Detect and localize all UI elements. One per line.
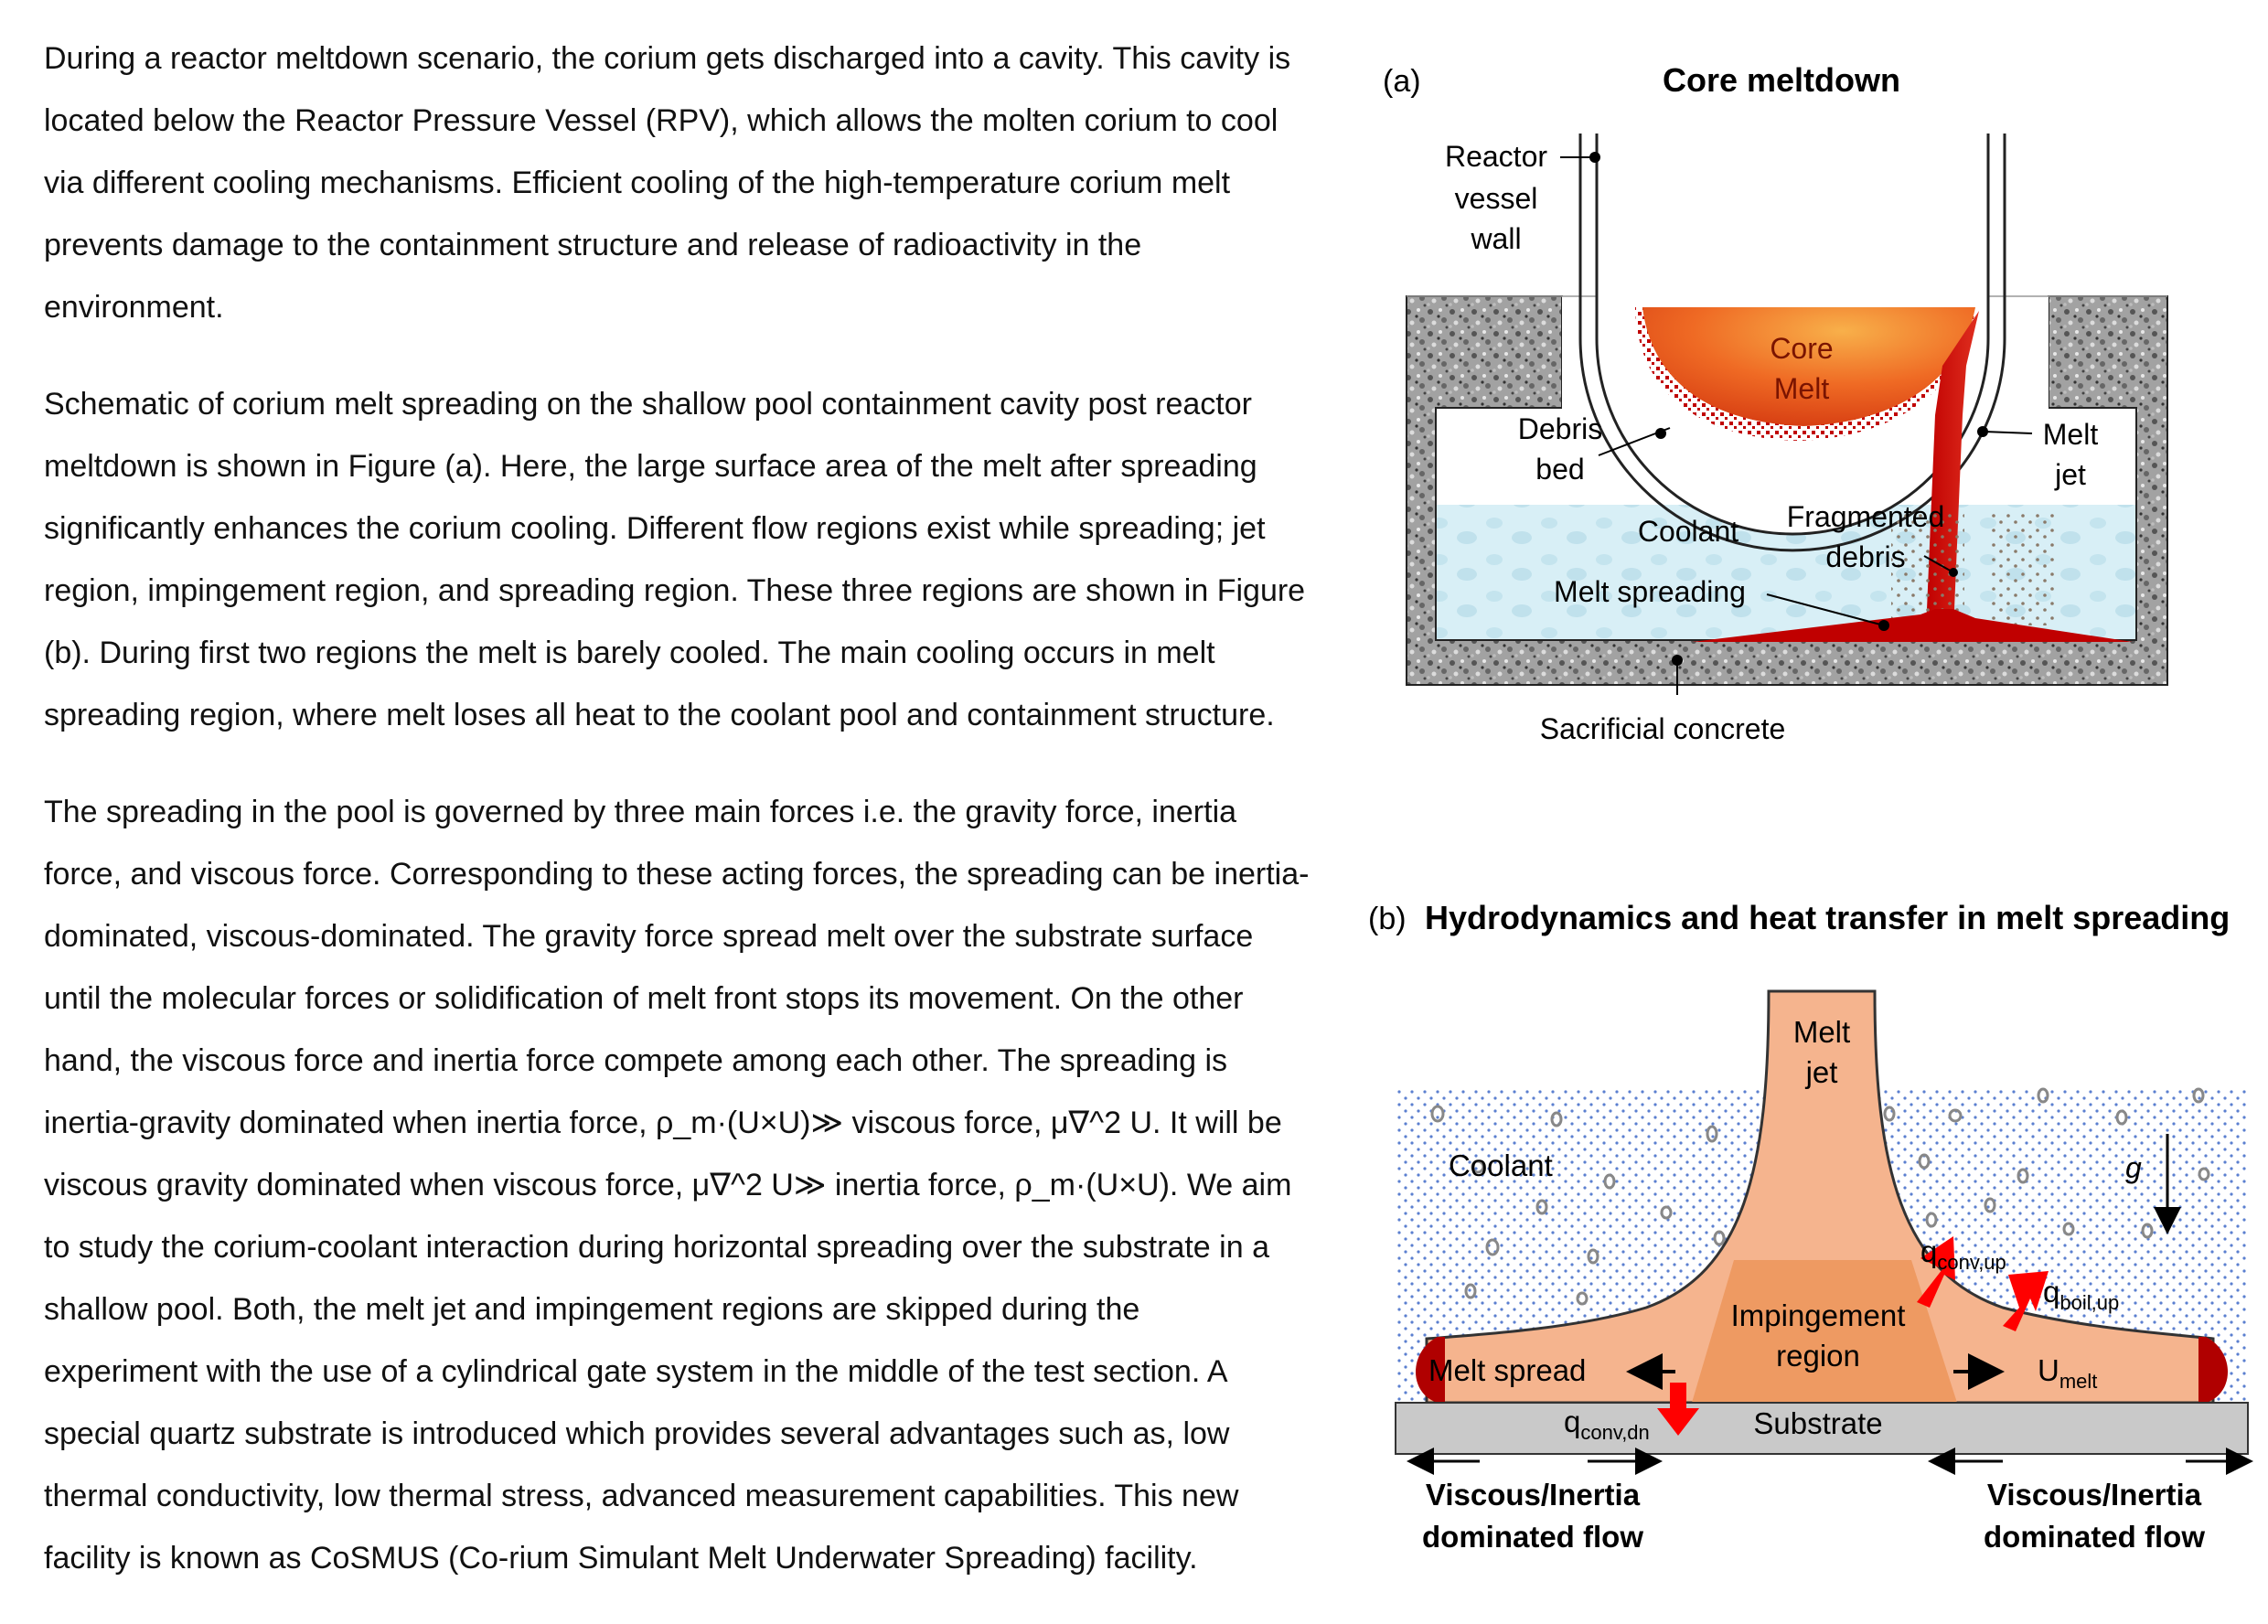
label-coolant: Coolant	[1638, 515, 1738, 548]
label-jet-line-1: Melt	[2043, 418, 2099, 451]
label-b-jet-line-2: jet	[1805, 1055, 1838, 1089]
bubbles	[1430, 1087, 2210, 1306]
panel-b-label: (b)	[1368, 902, 1407, 936]
body-text: During a reactor meltdown scenario, the …	[44, 27, 1333, 1624]
paragraph-1: During a reactor meltdown scenario, the …	[44, 27, 1333, 338]
label-debris-line-1: Debris	[1518, 412, 1602, 445]
label-gravity: g	[2125, 1151, 2142, 1184]
figure-b: (b) Hydrodynamics and heat transfer in m…	[1368, 899, 2253, 1554]
label-right-flow-line-1: Viscous/Inertia	[1987, 1478, 2202, 1512]
text-line: spreading region, where melt loses all h…	[44, 698, 1275, 732]
label-sacrificial-concrete: Sacrificial concrete	[1540, 712, 1786, 745]
label-q-conv-dn: qconv,dn	[1564, 1405, 1650, 1444]
text-line: thermal conductivity, low thermal stress…	[44, 1479, 1239, 1513]
debris-bed-marker	[1655, 428, 1666, 439]
figure-a: (a) Core meltdown	[1383, 61, 2168, 745]
text-line: significantly enhances the corium coolin…	[44, 511, 1266, 546]
text-line: During a reactor meltdown scenario, the …	[44, 41, 1291, 76]
text-line: viscous gravity dominated when viscous f…	[44, 1168, 1292, 1202]
label-left-flow-line-1: Viscous/Inertia	[1426, 1478, 1641, 1512]
label-impingement-line-2: region	[1776, 1339, 1860, 1373]
text-line: experiment with the use of a cylindrical…	[44, 1354, 1228, 1389]
text-line: via different cooling mechanisms. Effici…	[44, 166, 1231, 200]
label-b-jet-line-1: Melt	[1793, 1015, 1850, 1049]
label-melt-spreading: Melt spreading	[1554, 575, 1746, 608]
text-line: special quartz substrate is introduced w…	[44, 1416, 1230, 1451]
label-left-flow-line-2: dominated flow	[1422, 1520, 1643, 1554]
text-line: region, impingement region, and spreadin…	[44, 573, 1306, 608]
label-reactor-line-2: vessel	[1455, 182, 1538, 215]
core-melt	[1642, 307, 1975, 426]
text-line: The spreading in the pool is governed by…	[44, 795, 1237, 829]
label-fragmented-line-2: debris	[1825, 540, 1905, 573]
text-line: shallow pool. Both, the melt jet and imp…	[44, 1292, 1140, 1327]
paragraph-2: Schematic of corium melt spreading on th…	[44, 373, 1333, 746]
text-line: located below the Reactor Pressure Vesse…	[44, 103, 1278, 138]
text-line: dominated, viscous-dominated. The gravit…	[44, 919, 1254, 954]
label-u-melt: Umelt	[2038, 1353, 2097, 1393]
concrete-marker	[1672, 655, 1683, 666]
label-impingement-line-1: Impingement	[1731, 1298, 1906, 1332]
label-fragmented-line-1: Fragmented	[1787, 500, 1945, 533]
melt-spreading-marker	[1878, 620, 1889, 631]
label-b-coolant: Coolant	[1449, 1149, 1553, 1182]
heat-arrow-conv-dn	[1657, 1383, 1699, 1436]
label-debris-line-2: bed	[1535, 453, 1584, 486]
panel-a-label: (a)	[1383, 64, 1421, 99]
label-reactor-line-1: Reactor	[1445, 140, 1547, 173]
text-line: environment.	[44, 290, 224, 325]
label-core-line-1: Core	[1770, 332, 1833, 365]
heat-arrow-conv-up	[1917, 1236, 1955, 1308]
text-line: Schematic of corium melt spreading on th…	[44, 387, 1252, 422]
text-line: meltdown is shown in Figure (a). Here, t…	[44, 449, 1257, 484]
paragraph-3: The spreading in the pool is governed by…	[44, 781, 1333, 1589]
label-substrate: Substrate	[1753, 1406, 1882, 1440]
label-melt-spread: Melt spread	[1428, 1353, 1586, 1387]
text-line: to study the corium-coolant interaction …	[44, 1230, 1269, 1265]
figure-a-title: Core meltdown	[1663, 61, 1900, 99]
melt-front-left	[1416, 1337, 1445, 1403]
substrate	[1395, 1402, 2249, 1455]
impingement-region	[1692, 1260, 1957, 1403]
label-q-conv-up: qconv,up	[1920, 1234, 2006, 1274]
text-line: hand, the viscous force and inertia forc…	[44, 1043, 1228, 1078]
figure-b-title: Hydrodynamics and heat transfer in melt …	[1425, 899, 2230, 936]
text-line: inertia-gravity dominated when inertia f…	[44, 1106, 1282, 1140]
label-q-boil-up: qboil,up	[2043, 1275, 2119, 1314]
text-line: facility is known as CoSMUS (Co-rium Sim…	[44, 1541, 1198, 1576]
heat-arrow-boil-up	[2003, 1271, 2049, 1331]
text-line: (b). During first two regions the melt i…	[44, 636, 1215, 670]
text-line: force, and viscous force. Corresponding …	[44, 857, 1310, 892]
melt-jet-marker	[1977, 426, 1988, 437]
text-line: until the molecular forces or solidifica…	[44, 981, 1244, 1016]
text-line: prevents damage to the containment struc…	[44, 228, 1142, 262]
melt-front-right	[2198, 1337, 2228, 1403]
label-right-flow-line-2: dominated flow	[1984, 1520, 2205, 1554]
melt-spreading-layer	[1692, 609, 2133, 642]
label-core-line-2: Melt	[1774, 372, 1830, 405]
label-jet-line-2: jet	[2054, 458, 2086, 491]
label-reactor-line-3: wall	[1470, 222, 1521, 255]
